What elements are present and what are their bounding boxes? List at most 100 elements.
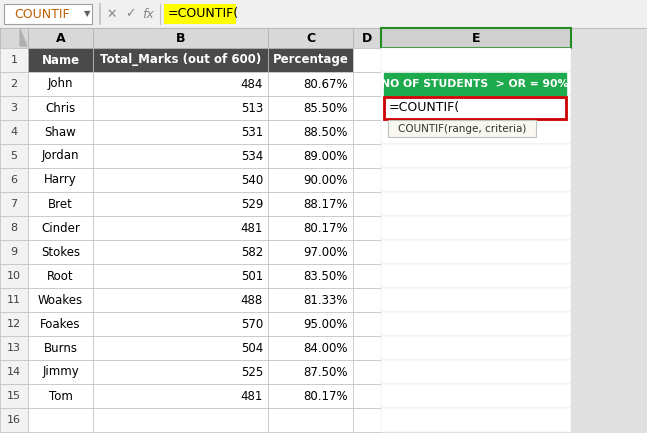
Bar: [381, 216, 571, 240]
Bar: [93, 96, 268, 120]
Bar: [384, 97, 566, 119]
Text: 501: 501: [241, 269, 263, 282]
Bar: [28, 240, 93, 264]
Bar: [268, 336, 353, 360]
Bar: [28, 288, 93, 312]
Text: =COUNTIF(: =COUNTIF(: [168, 7, 239, 20]
Bar: [381, 120, 571, 144]
Bar: [381, 288, 571, 312]
Text: 97.00%: 97.00%: [303, 246, 348, 259]
Text: 81.33%: 81.33%: [303, 294, 348, 307]
Bar: [0, 336, 28, 360]
Text: 525: 525: [241, 365, 263, 378]
Bar: [0, 408, 28, 432]
Bar: [0, 216, 28, 240]
Text: COUNTIF(range, criteria): COUNTIF(range, criteria): [398, 123, 526, 133]
Bar: [268, 28, 353, 48]
Bar: [28, 48, 93, 72]
Bar: [28, 216, 93, 240]
Bar: [0, 432, 647, 433]
Text: 7: 7: [10, 199, 17, 209]
Text: 88.17%: 88.17%: [303, 197, 348, 210]
Bar: [353, 240, 381, 264]
Bar: [268, 360, 353, 384]
Bar: [268, 96, 353, 120]
Bar: [93, 72, 268, 96]
Bar: [381, 264, 571, 288]
Bar: [164, 4, 236, 24]
Bar: [384, 73, 566, 95]
Text: 5: 5: [10, 151, 17, 161]
Bar: [4, 4, 92, 24]
Bar: [93, 144, 268, 168]
Bar: [93, 288, 268, 312]
Text: Harry: Harry: [44, 174, 77, 187]
Bar: [381, 240, 571, 264]
Bar: [93, 384, 268, 408]
Text: 2: 2: [10, 79, 17, 89]
Bar: [93, 408, 268, 432]
Bar: [353, 144, 381, 168]
Bar: [353, 336, 381, 360]
Text: 582: 582: [241, 246, 263, 259]
Bar: [0, 144, 28, 168]
Text: 88.50%: 88.50%: [303, 126, 348, 139]
Bar: [28, 192, 93, 216]
Bar: [353, 408, 381, 432]
Text: 6: 6: [10, 175, 17, 185]
Text: 3: 3: [10, 103, 17, 113]
Text: 11: 11: [7, 295, 21, 305]
Text: Name: Name: [41, 54, 80, 67]
Bar: [93, 120, 268, 144]
Text: COUNTIF: COUNTIF: [14, 7, 70, 20]
Text: 484: 484: [241, 78, 263, 90]
Text: 80.17%: 80.17%: [303, 222, 348, 235]
Bar: [0, 48, 28, 72]
Bar: [0, 120, 28, 144]
Bar: [353, 96, 381, 120]
Bar: [28, 384, 93, 408]
Text: 8: 8: [10, 223, 17, 233]
Bar: [381, 72, 571, 96]
Bar: [388, 120, 536, 137]
Bar: [28, 312, 93, 336]
Text: E: E: [472, 32, 480, 45]
Text: 488: 488: [241, 294, 263, 307]
Bar: [268, 312, 353, 336]
Bar: [353, 384, 381, 408]
Text: 85.50%: 85.50%: [303, 101, 348, 114]
Text: Total_Marks (out of 600): Total_Marks (out of 600): [100, 54, 261, 67]
Text: 504: 504: [241, 342, 263, 355]
Bar: [353, 120, 381, 144]
Bar: [268, 240, 353, 264]
Bar: [268, 264, 353, 288]
Bar: [0, 168, 28, 192]
Bar: [381, 144, 571, 168]
Bar: [268, 168, 353, 192]
Bar: [381, 28, 571, 48]
Bar: [93, 336, 268, 360]
Text: Foakes: Foakes: [40, 317, 81, 330]
Bar: [268, 216, 353, 240]
Text: 529: 529: [241, 197, 263, 210]
Bar: [268, 144, 353, 168]
Text: Jordan: Jordan: [42, 149, 79, 162]
Bar: [28, 336, 93, 360]
Bar: [28, 168, 93, 192]
Bar: [0, 264, 28, 288]
Bar: [0, 288, 28, 312]
Bar: [28, 72, 93, 96]
Text: fx: fx: [142, 7, 154, 20]
Text: 531: 531: [241, 126, 263, 139]
Text: 80.17%: 80.17%: [303, 390, 348, 403]
Polygon shape: [20, 29, 27, 46]
Text: 10: 10: [7, 271, 21, 281]
Bar: [268, 288, 353, 312]
Bar: [381, 48, 571, 72]
Text: Shaw: Shaw: [45, 126, 76, 139]
Text: A: A: [56, 32, 65, 45]
Text: 481: 481: [241, 390, 263, 403]
Bar: [0, 240, 28, 264]
Text: =COUNTIF(: =COUNTIF(: [389, 101, 460, 114]
Text: Burns: Burns: [43, 342, 78, 355]
